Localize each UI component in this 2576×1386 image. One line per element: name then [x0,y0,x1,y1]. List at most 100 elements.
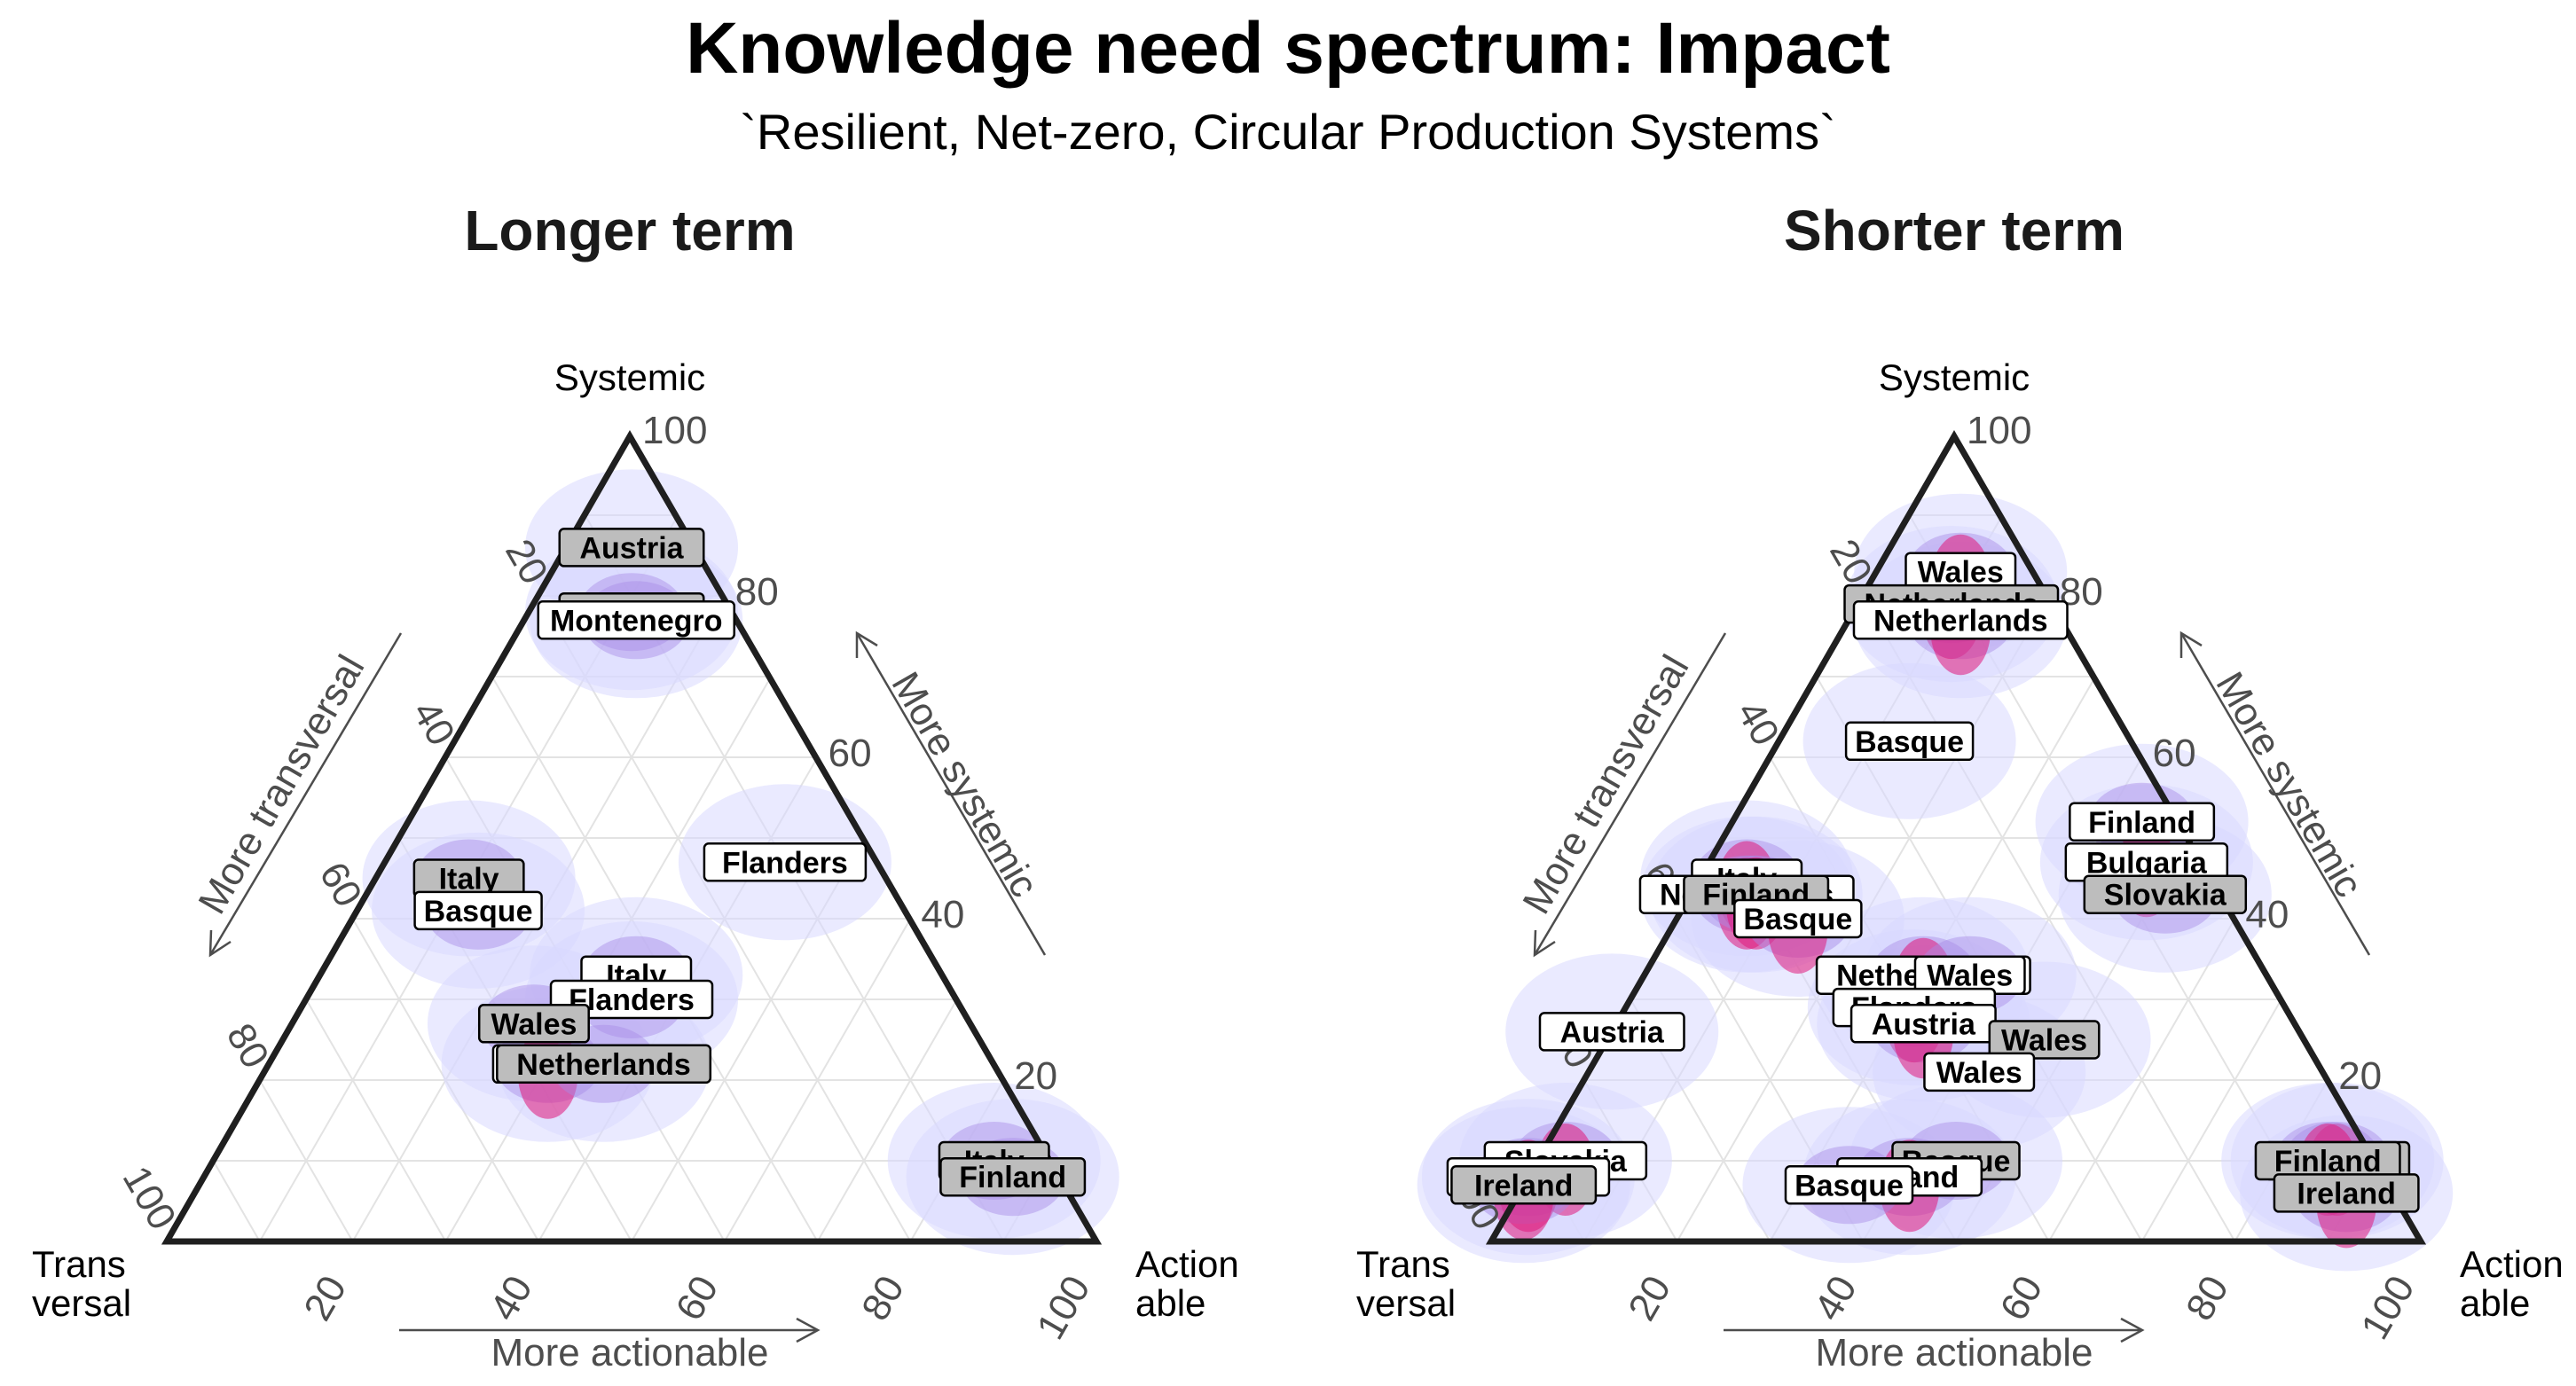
point-label-box [1733,898,1863,939]
point-label-text: Basque [1795,1169,1904,1202]
point-label-text: Ireland [1474,1169,1573,1202]
tick-label: 40 [482,1269,541,1328]
arrowhead [2120,1317,2145,1343]
point-label-text: Wales [1927,959,2013,993]
arrowhead [796,1317,821,1343]
panels: Longer term 20 20 20 40 40 40 60 60 60 80 80 80 100 10… [32,199,2564,1374]
tick-label: 100 [642,409,707,452]
point-label-box [939,1156,1087,1197]
point-label-box [2273,1173,2420,1213]
arrow-label-actionable: More actionable [491,1331,768,1374]
point-label-text: Wales [1936,1056,2022,1090]
point-label: Wales [1905,552,2017,591]
point-label-text: Finland [959,1161,1066,1194]
point-label: Ireland [1450,1165,1598,1205]
tick-label: 80 [735,570,779,614]
point-label: Basque [1784,1165,1914,1205]
tick-label: 60 [1992,1269,2052,1328]
point-label: Netherlands [1852,600,2069,640]
panel-title: Longer term [464,199,795,262]
point-label: Finland [2069,802,2216,842]
grid-line [723,918,912,1242]
point-label-box [1844,721,1975,762]
corner-label-right: Action [2460,1243,2564,1285]
point-label-text: Montenegro [550,604,723,638]
point-label: Basque [1844,721,1975,762]
point-label-text: Basque [424,895,533,928]
arrow-label-systemic: More systemic [883,665,1046,904]
point-label-text: Finland [2088,806,2195,840]
point-label-box [477,1004,590,1044]
point-label-text: Basque [1743,903,1852,936]
tick-label: 80 [2178,1269,2237,1328]
tick-label: 20 [295,1269,355,1328]
panel-title: Shorter term [1784,199,2124,262]
chart-subtitle: `Resilient, Net-zero, Circular Productio… [740,104,1835,160]
tick-label: 80 [853,1269,913,1328]
corner-label-left: versal [1356,1282,1456,1324]
grid-line [2047,918,2236,1242]
tick-label: 20 [1014,1054,1057,1098]
point-label: Slovakia [2083,874,2248,914]
corner-label-left: Trans [32,1243,126,1285]
corner-label-top: Systemic [554,356,705,398]
point-labels: AustriaAustriaMontenegroFlandersItalyBas… [412,528,1087,1197]
grid-line [305,998,447,1242]
arrowhead [2179,630,2203,658]
point-label-text: Italy [439,863,499,897]
point-label-text: Flanders [722,846,848,880]
arrowhead [1533,929,1556,958]
point-label: Ireland [2273,1173,2420,1213]
grid-line [2140,998,2282,1242]
point-label: Bulgaria [2064,842,2229,882]
point-label-text: Netherlands [1873,604,2048,638]
arrowhead [855,630,878,658]
point-label: Finland [2254,1140,2401,1181]
point-label-box [1784,1165,1914,1205]
grid-line [258,1079,354,1242]
corner-label-right: able [1135,1282,1206,1324]
point-label-box [1923,1052,2036,1092]
corner-label-left: versal [32,1282,131,1324]
tick-label: 100 [1967,409,2031,452]
tick-label: 60 [668,1269,727,1328]
arrow-systemic [2179,632,2371,956]
corner-label-right: able [2460,1282,2530,1324]
ternary-frame [161,429,1103,1245]
point-label-box [1450,1165,1598,1205]
point-label: Flanders [703,842,868,882]
point-label: Montenegro [537,600,735,640]
point-label: Basque [413,890,543,931]
point-label-box [1538,1012,1685,1052]
point-label-text: Austria [579,531,684,565]
point-label: Wales [1988,1020,2101,1060]
tick-label: 100 [1029,1269,1099,1347]
grid-line [816,998,958,1242]
tick-label: 20 [2338,1054,2382,1098]
point-label-text: Wales [491,1007,577,1041]
point-label-box [496,1044,712,1085]
point-label-box [1852,600,2069,640]
corner-label-top: Systemic [1879,356,2030,398]
point-label-text: Austria [1872,1007,1976,1041]
point-label: Finland [939,1156,1087,1197]
point-label-box [2083,874,2248,914]
tick-label: 40 [2245,893,2289,936]
tick-label: 60 [2153,732,2196,775]
grid-line [212,1160,261,1242]
ternary-panel: Shorter term2020204040406060608080801001… [1356,199,2564,1374]
chart-title: Knowledge need spectrum: Impact [686,8,1890,89]
tick-label: 40 [1806,1269,1865,1328]
point-label: Austria [1850,1004,1997,1044]
point-label-text: Basque [1855,725,1964,759]
point-label: Netherlands [496,1044,712,1085]
arrow-systemic [855,632,1047,956]
point-label: Wales [1923,1052,2036,1092]
tick-label: 40 [921,893,964,936]
point-label-text: Wales [1918,556,2004,590]
point-label-text: Ireland [2297,1177,2395,1210]
point-label-text: Austria [1560,1015,1665,1049]
point-label: Italy [412,858,525,898]
tick-label: 60 [829,732,872,775]
